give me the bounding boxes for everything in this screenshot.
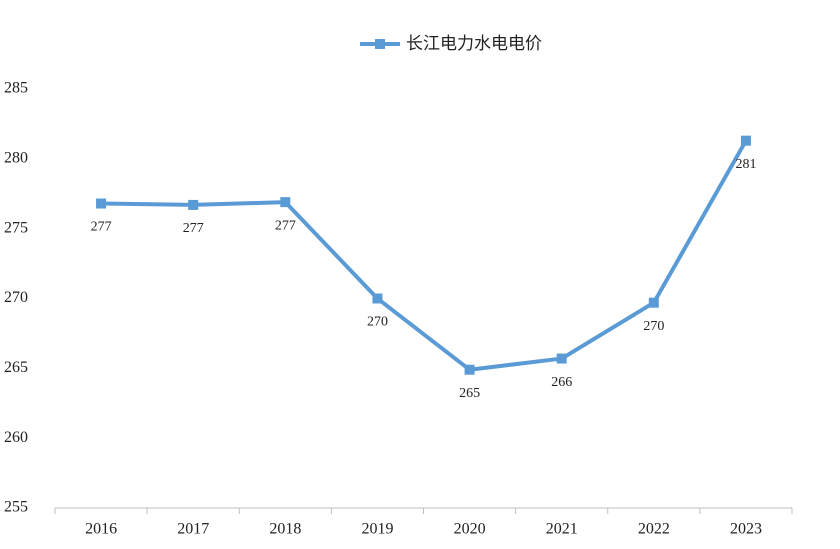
x-tick-label: 2021 (546, 521, 578, 538)
value-label: 266 (551, 375, 572, 390)
x-tick-label: 2019 (361, 521, 393, 538)
y-tick-label: 275 (4, 219, 28, 236)
value-label: 270 (643, 319, 664, 334)
point (372, 293, 383, 304)
value-label: 270 (367, 315, 388, 330)
y-tick-label: 255 (4, 499, 28, 516)
legend-label: 长江电力水电电价 (406, 34, 542, 54)
value-label: 277 (275, 218, 296, 233)
x-tick-label: 2017 (177, 521, 209, 538)
legend-marker (375, 39, 385, 49)
value-label: 265 (459, 386, 480, 401)
y-tick-label: 270 (4, 289, 28, 306)
y-tick-label: 285 (4, 80, 28, 97)
point (740, 135, 751, 146)
y-tick-label: 265 (4, 359, 28, 376)
x-tick-label: 2018 (269, 521, 301, 538)
point (648, 297, 659, 308)
y-tick-label: 280 (4, 150, 28, 167)
x-tick-label: 2016 (85, 521, 117, 538)
value-label: 281 (735, 157, 756, 172)
point (96, 198, 107, 209)
value-label: 277 (183, 221, 204, 236)
point (556, 353, 567, 364)
series-line (101, 139, 748, 372)
y-tick-label: 260 (4, 429, 28, 446)
point (280, 197, 291, 208)
value-label: 277 (91, 220, 112, 235)
x-tick-label: 2020 (454, 521, 486, 538)
x-tick-label: 2023 (730, 521, 762, 538)
point (188, 199, 199, 210)
x-tick-label: 2022 (638, 521, 670, 538)
point (464, 364, 475, 375)
